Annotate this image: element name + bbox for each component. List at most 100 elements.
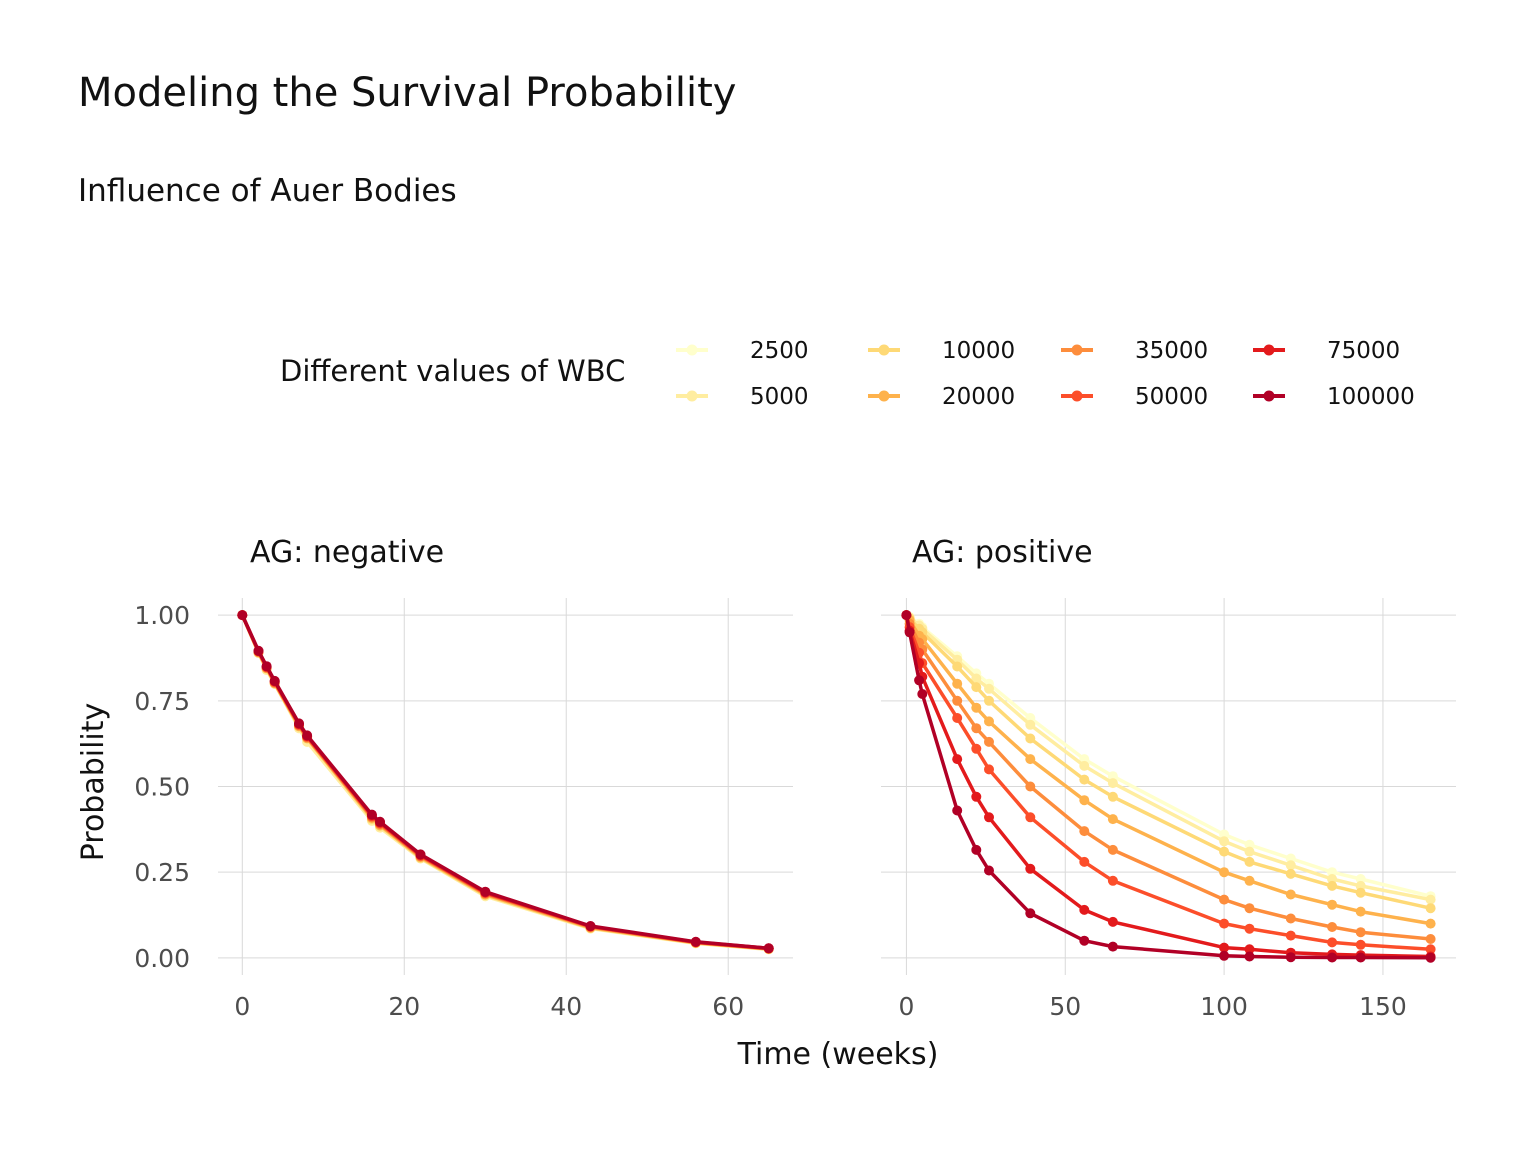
data-point-50000 (1355, 939, 1366, 950)
data-point-100000 (1107, 941, 1118, 952)
data-point-100000 (690, 936, 701, 947)
data-point-20000 (1327, 899, 1338, 910)
legend-label: 20000 (942, 384, 1015, 410)
data-point-100000 (1219, 950, 1230, 961)
data-point-20000 (1079, 795, 1090, 806)
data-point-10000 (1425, 903, 1436, 914)
data-point-10000 (1327, 880, 1338, 891)
data-point-10000 (1025, 733, 1036, 744)
y-tick-label: 0.75 (134, 687, 190, 716)
x-axis-title: Time (weeks) (737, 1037, 939, 1072)
legend-label: 2500 (750, 338, 809, 364)
data-point-20000 (1244, 875, 1255, 886)
legend-label: 10000 (942, 338, 1015, 364)
panel-label-positive: AG: positive (912, 535, 1093, 570)
legend-key-point (1263, 344, 1275, 356)
data-point-35000 (1079, 826, 1090, 837)
series-line-2500 (905, 613, 1432, 898)
data-point-100000 (253, 645, 264, 656)
legend-key-point (686, 344, 698, 356)
panel-label-negative: AG: negative (250, 535, 445, 570)
data-point-100000 (366, 809, 377, 820)
data-point-50000 (971, 743, 982, 754)
legend-key-point (1071, 344, 1083, 356)
data-point-35000 (1219, 894, 1230, 905)
data-point-20000 (1425, 918, 1436, 929)
data-point-35000 (1327, 922, 1338, 932)
data-point-50000 (1244, 923, 1255, 934)
data-point-5000 (1425, 894, 1436, 905)
data-point-100000 (901, 610, 912, 621)
data-point-100000 (952, 805, 963, 816)
x-tick-label: 0 (234, 992, 250, 1021)
data-point-100000 (904, 627, 915, 638)
data-point-50000 (1327, 937, 1338, 948)
x-tick-label: 60 (712, 992, 744, 1021)
data-point-100000 (237, 610, 248, 621)
data-point-5000 (1079, 760, 1090, 771)
data-point-10000 (952, 661, 963, 672)
series-line-75000 (904, 614, 1431, 959)
data-point-10000 (984, 695, 994, 706)
data-point-75000 (952, 754, 963, 765)
data-point-50000 (1285, 930, 1296, 941)
data-point-5000 (1107, 778, 1118, 789)
data-point-75000 (1079, 904, 1090, 915)
data-point-100000 (1327, 952, 1338, 963)
y-axis-title: Probability (76, 703, 111, 862)
legend-key-point (1263, 390, 1275, 402)
data-point-20000 (984, 716, 994, 727)
data-point-50000 (1079, 856, 1090, 867)
y-tick-label: 0.25 (134, 858, 190, 887)
data-point-35000 (1244, 903, 1255, 914)
legend-key-point (686, 390, 698, 402)
data-point-50000 (984, 764, 994, 775)
data-point-35000 (1285, 913, 1296, 924)
data-point-10000 (1219, 846, 1230, 857)
series-line-50000 (904, 614, 1431, 952)
y-tick-label: 0.00 (134, 944, 190, 973)
data-point-20000 (1285, 889, 1296, 900)
data-point-100000 (585, 921, 596, 931)
data-point-100000 (302, 730, 313, 741)
data-point-5000 (971, 673, 982, 684)
data-point-10000 (1244, 856, 1255, 867)
data-point-5000 (1327, 874, 1338, 884)
data-point-75000 (984, 812, 994, 823)
legend-label: 75000 (1327, 338, 1400, 364)
legend-key-point (878, 344, 890, 356)
x-tick-label: 50 (1049, 992, 1081, 1021)
data-point-5000 (984, 683, 994, 694)
data-point-75000 (971, 791, 982, 802)
data-point-35000 (1025, 781, 1036, 792)
data-point-100000 (1244, 951, 1255, 962)
y-tick-label: 0.50 (134, 773, 190, 802)
chart-title: Modeling the Survival Probability (78, 70, 737, 116)
data-point-100000 (480, 886, 491, 897)
data-point-100000 (1355, 952, 1366, 963)
x-tick-label: 20 (388, 992, 420, 1021)
data-point-10000 (1355, 887, 1366, 898)
data-point-100000 (1425, 952, 1436, 963)
data-point-100000 (914, 675, 925, 686)
data-point-75000 (1244, 944, 1255, 955)
legend-label: 35000 (1135, 338, 1208, 364)
series-line-5000 (905, 613, 1431, 902)
data-point-100000 (294, 718, 304, 729)
data-point-5000 (1025, 719, 1036, 730)
data-point-20000 (1025, 754, 1036, 765)
data-point-5000 (1285, 860, 1296, 871)
data-point-50000 (1219, 918, 1230, 929)
data-point-10000 (1107, 791, 1118, 802)
data-point-100000 (1079, 935, 1090, 946)
data-point-50000 (952, 713, 963, 723)
data-point-5000 (1219, 836, 1230, 847)
data-point-10000 (1285, 868, 1296, 879)
data-point-20000 (1355, 906, 1366, 917)
legend-key-point (1071, 390, 1083, 402)
data-point-20000 (1219, 867, 1230, 878)
x-tick-label: 150 (1359, 992, 1407, 1021)
data-point-100000 (261, 661, 272, 672)
data-point-50000 (1107, 875, 1118, 886)
data-point-75000 (1107, 916, 1118, 927)
